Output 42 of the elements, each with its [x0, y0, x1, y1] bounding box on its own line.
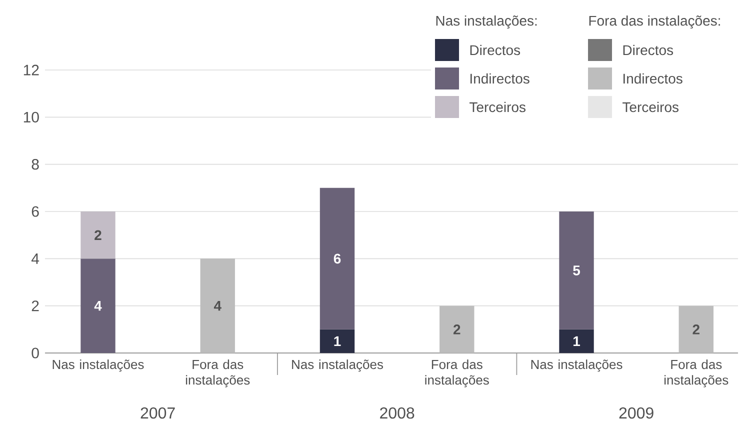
- legend-label: Indirectos: [470, 73, 530, 84]
- text: 2009: [619, 407, 654, 419]
- data-label: 2: [453, 324, 460, 334]
- data-label: 1: [573, 336, 580, 346]
- bar: [320, 188, 355, 330]
- bar: [440, 306, 474, 353]
- bar: [320, 329, 355, 353]
- x-tick-label: Nas instalações: [52, 360, 144, 372]
- legend-label: Indirectos: [624, 73, 682, 84]
- x-tick-label: Nas instalações: [292, 360, 384, 372]
- y-tick-label: 8: [32, 159, 39, 170]
- data-label: 5: [573, 266, 580, 276]
- bar: [678, 306, 714, 353]
- data-label: 4: [94, 301, 102, 311]
- y-tick-label: 6: [32, 206, 39, 217]
- data-label: 2: [692, 324, 700, 334]
- x-tick-label: Fora das instalações: [425, 360, 489, 388]
- x-tick-label: Fora das instalações: [186, 360, 250, 388]
- y-tick-label: 0: [32, 348, 39, 358]
- bar: [200, 258, 235, 353]
- legend-label: Directos: [470, 44, 520, 56]
- y-tick-label: 4: [31, 254, 40, 264]
- text: 2008: [380, 407, 414, 419]
- data-label: 6: [334, 254, 341, 264]
- bar: [80, 258, 116, 353]
- data-label: 2: [94, 230, 102, 240]
- x-tick-label: Nas instalações: [531, 360, 622, 372]
- bar: [559, 211, 594, 330]
- bar: [80, 211, 116, 259]
- text: Fora das instalações:: [589, 15, 720, 29]
- text: 2007: [140, 407, 175, 419]
- y-tick-label: 12: [24, 64, 39, 76]
- data-label: 4: [214, 301, 222, 311]
- text: Nas instalações:: [436, 15, 537, 29]
- y-tick-label: 2: [32, 300, 39, 312]
- legend-label: Terceiros: [622, 102, 679, 112]
- bar: [559, 329, 594, 353]
- legend-label: Directos: [623, 44, 674, 56]
- data-label: 1: [334, 336, 341, 346]
- legend-label: Terceiros: [470, 102, 526, 112]
- y-tick-label: 10: [24, 112, 39, 122]
- x-tick-label: Fora das instalações: [664, 360, 728, 388]
